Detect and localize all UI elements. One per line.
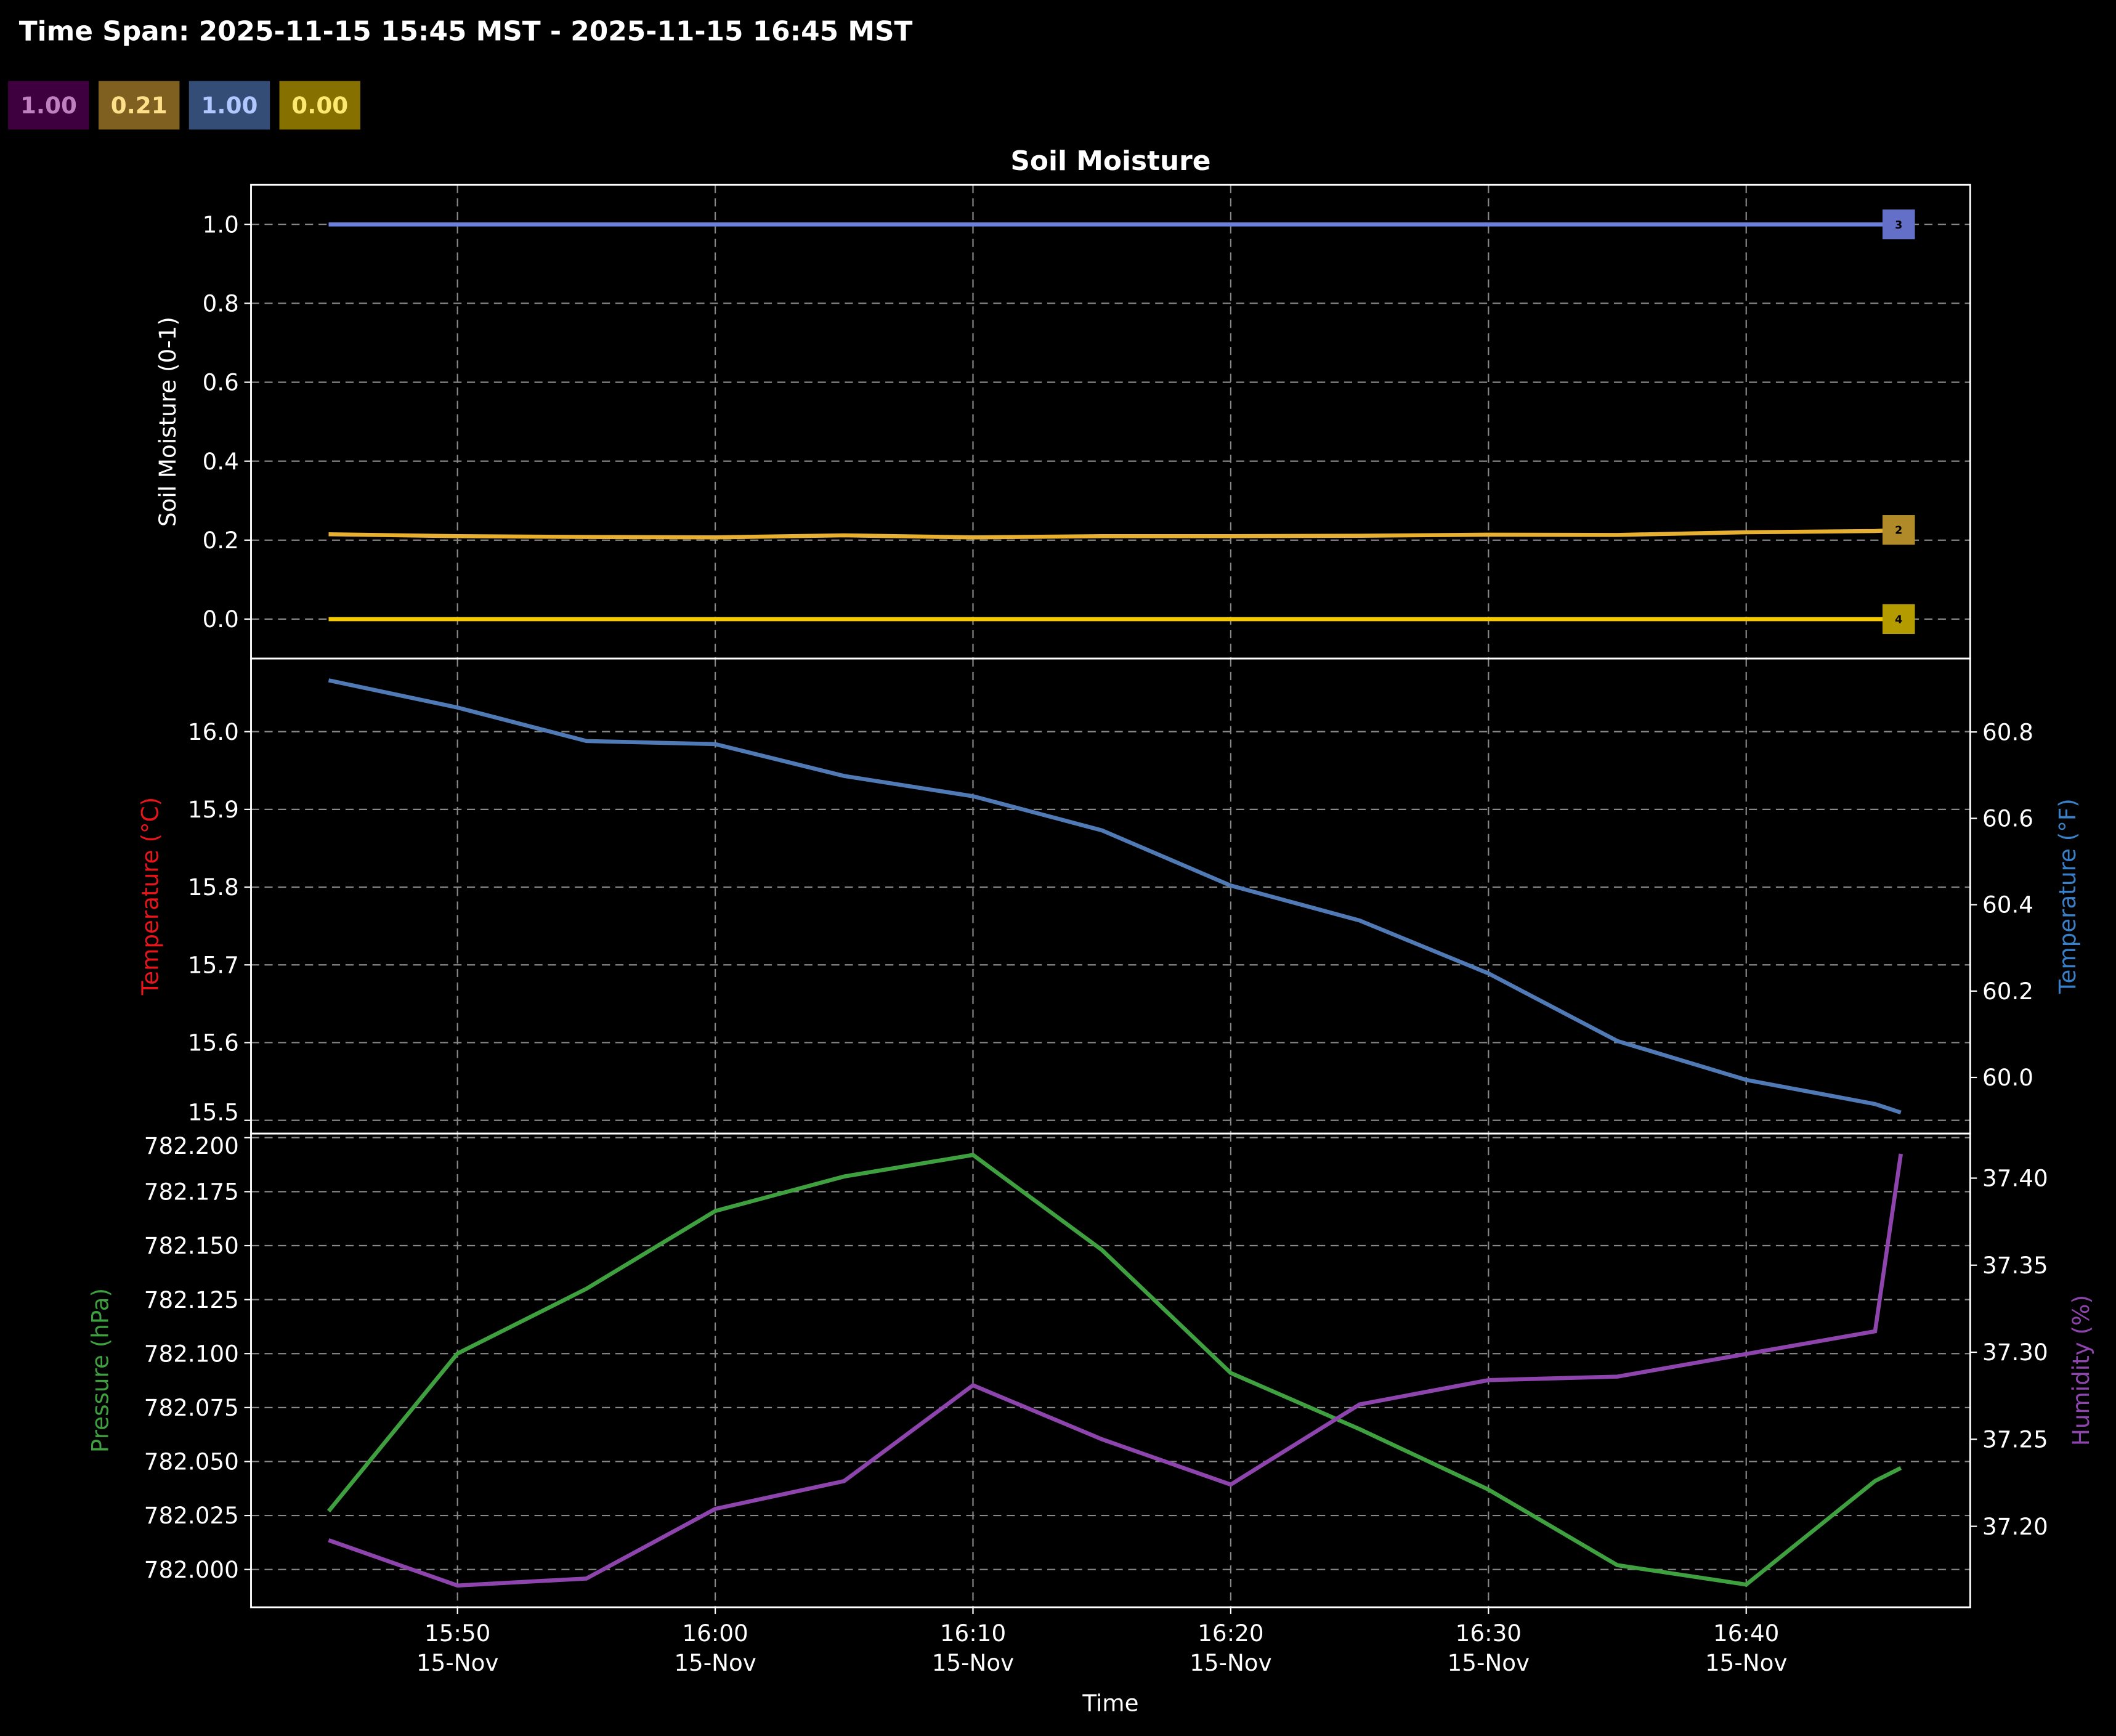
y-tick-label: 37.20 [1982, 1513, 2048, 1540]
y-tick-label: 16.0 [188, 718, 239, 745]
y-tick-label: 782.125 [144, 1286, 239, 1313]
badge-bg [188, 81, 270, 130]
y-tick-label: 60.8 [1982, 718, 2033, 745]
x-tick-label: 16:00 [682, 1620, 748, 1647]
y-tick-label: 782.100 [144, 1340, 239, 1367]
y-tick-label: 37.35 [1982, 1252, 2048, 1279]
y-tick-label: 0.6 [203, 369, 239, 396]
humidity-line [328, 1153, 1903, 1588]
pressure-humidity-panel: 782.000 782.025 782.050 782.075 782.100 782.1… [86, 1132, 2094, 1676]
x-tick-sublabel: 15-Nov [1705, 1649, 1787, 1676]
y-tick-label: 15.8 [188, 874, 239, 901]
y-tick-label: 0.8 [203, 290, 239, 317]
y-tick-label: 782.075 [144, 1394, 239, 1421]
temperature-line [328, 678, 1902, 1115]
series-marker-label: 3 [1895, 219, 1902, 232]
x-tick-label: 16:40 [1713, 1620, 1779, 1647]
badge-value: 1.00 [201, 92, 258, 119]
badge-bg [98, 81, 180, 130]
x-axis-label: Time [1082, 1690, 1138, 1717]
y-tick-label: 37.40 [1982, 1165, 2048, 1192]
y-axis-label: Temperature (°F) [2054, 798, 2081, 994]
y-tick-label: 15.6 [188, 1029, 239, 1057]
y-tick-label: 37.25 [1982, 1426, 2048, 1453]
y-tick-label: 15.7 [188, 951, 239, 978]
y-tick-label: 782.150 [144, 1232, 239, 1259]
series-marker-label: 2 [1895, 525, 1902, 537]
y-tick-label: 60.0 [1982, 1064, 2033, 1091]
y-tick-label: 60.6 [1982, 805, 2033, 832]
x-tick-sublabel: 15-Nov [674, 1649, 756, 1676]
x-tick-sublabel: 15-Nov [416, 1649, 498, 1676]
pressure-line [326, 1153, 1902, 1587]
y-axis-label: Temperature (°C) [136, 797, 163, 996]
series-line-2 [328, 527, 1901, 540]
time-span-title: Time Span: 2025-11-15 15:45 MST - 2025-1… [19, 16, 913, 47]
y-tick-label: 60.2 [1982, 978, 2033, 1005]
temperature-panel: 15.5 15.6 15.7 15.8 15.9 16.0 60.0 60.2 60.4 60.6… [136, 657, 2081, 1135]
badge-value: 0.00 [291, 92, 348, 119]
y-axis-label: Humidity (%) [2067, 1295, 2094, 1446]
y-tick-label: 37.30 [1982, 1339, 2048, 1366]
y-tick-label: 782.175 [144, 1178, 239, 1206]
y-tick-label: 60.4 [1982, 891, 2033, 919]
plot-frame [250, 184, 1971, 660]
y-tick-label: 0.2 [203, 527, 239, 554]
series-marker-4 [1882, 604, 1915, 635]
y-tick-label: 15.5 [188, 1099, 239, 1126]
y-tick-label: 1.0 [203, 211, 239, 238]
y-tick-label: 0.4 [203, 448, 239, 475]
soil-moisture-panel: 0.0 0.2 0.4 0.6 0.8 1.0 3 2 4 Soil Moisture (0-1) [154, 184, 1971, 660]
badge-bg [279, 81, 360, 130]
y-tick-label: 782.050 [144, 1448, 239, 1475]
x-tick-label: 16:20 [1198, 1620, 1263, 1647]
x-tick-sublabel: 15-Nov [1190, 1649, 1271, 1676]
plot-frame [250, 1132, 1971, 1608]
plot-frame [250, 657, 1971, 1135]
y-axis-label: Pressure (hPa) [86, 1288, 113, 1453]
soil-moisture-title: Soil Moisture [1010, 145, 1210, 177]
y-tick-label: 782.000 [144, 1556, 239, 1583]
x-tick-label: 16:30 [1456, 1620, 1522, 1647]
series-marker-label: 4 [1895, 614, 1902, 627]
badge-bg [8, 81, 89, 130]
y-tick-label: 15.9 [188, 796, 239, 823]
badge-value: 1.00 [20, 92, 77, 119]
x-tick-label: 15:50 [424, 1620, 490, 1647]
x-tick-label: 16:10 [940, 1620, 1006, 1647]
x-tick-sublabel: 15-Nov [1448, 1649, 1530, 1676]
y-tick-label: 782.200 [144, 1132, 239, 1159]
series-marker-2 [1882, 515, 1915, 545]
y-tick-label: 0.0 [203, 606, 239, 633]
y-tick-label: 782.025 [144, 1502, 239, 1529]
value-badges: 1.00 0.21 1.00 0.00 [8, 81, 360, 130]
y-axis-label: Soil Moisture (0-1) [154, 317, 181, 527]
x-tick-sublabel: 15-Nov [932, 1649, 1014, 1676]
series-marker-3 [1882, 209, 1915, 240]
badge-value: 0.21 [111, 92, 168, 119]
